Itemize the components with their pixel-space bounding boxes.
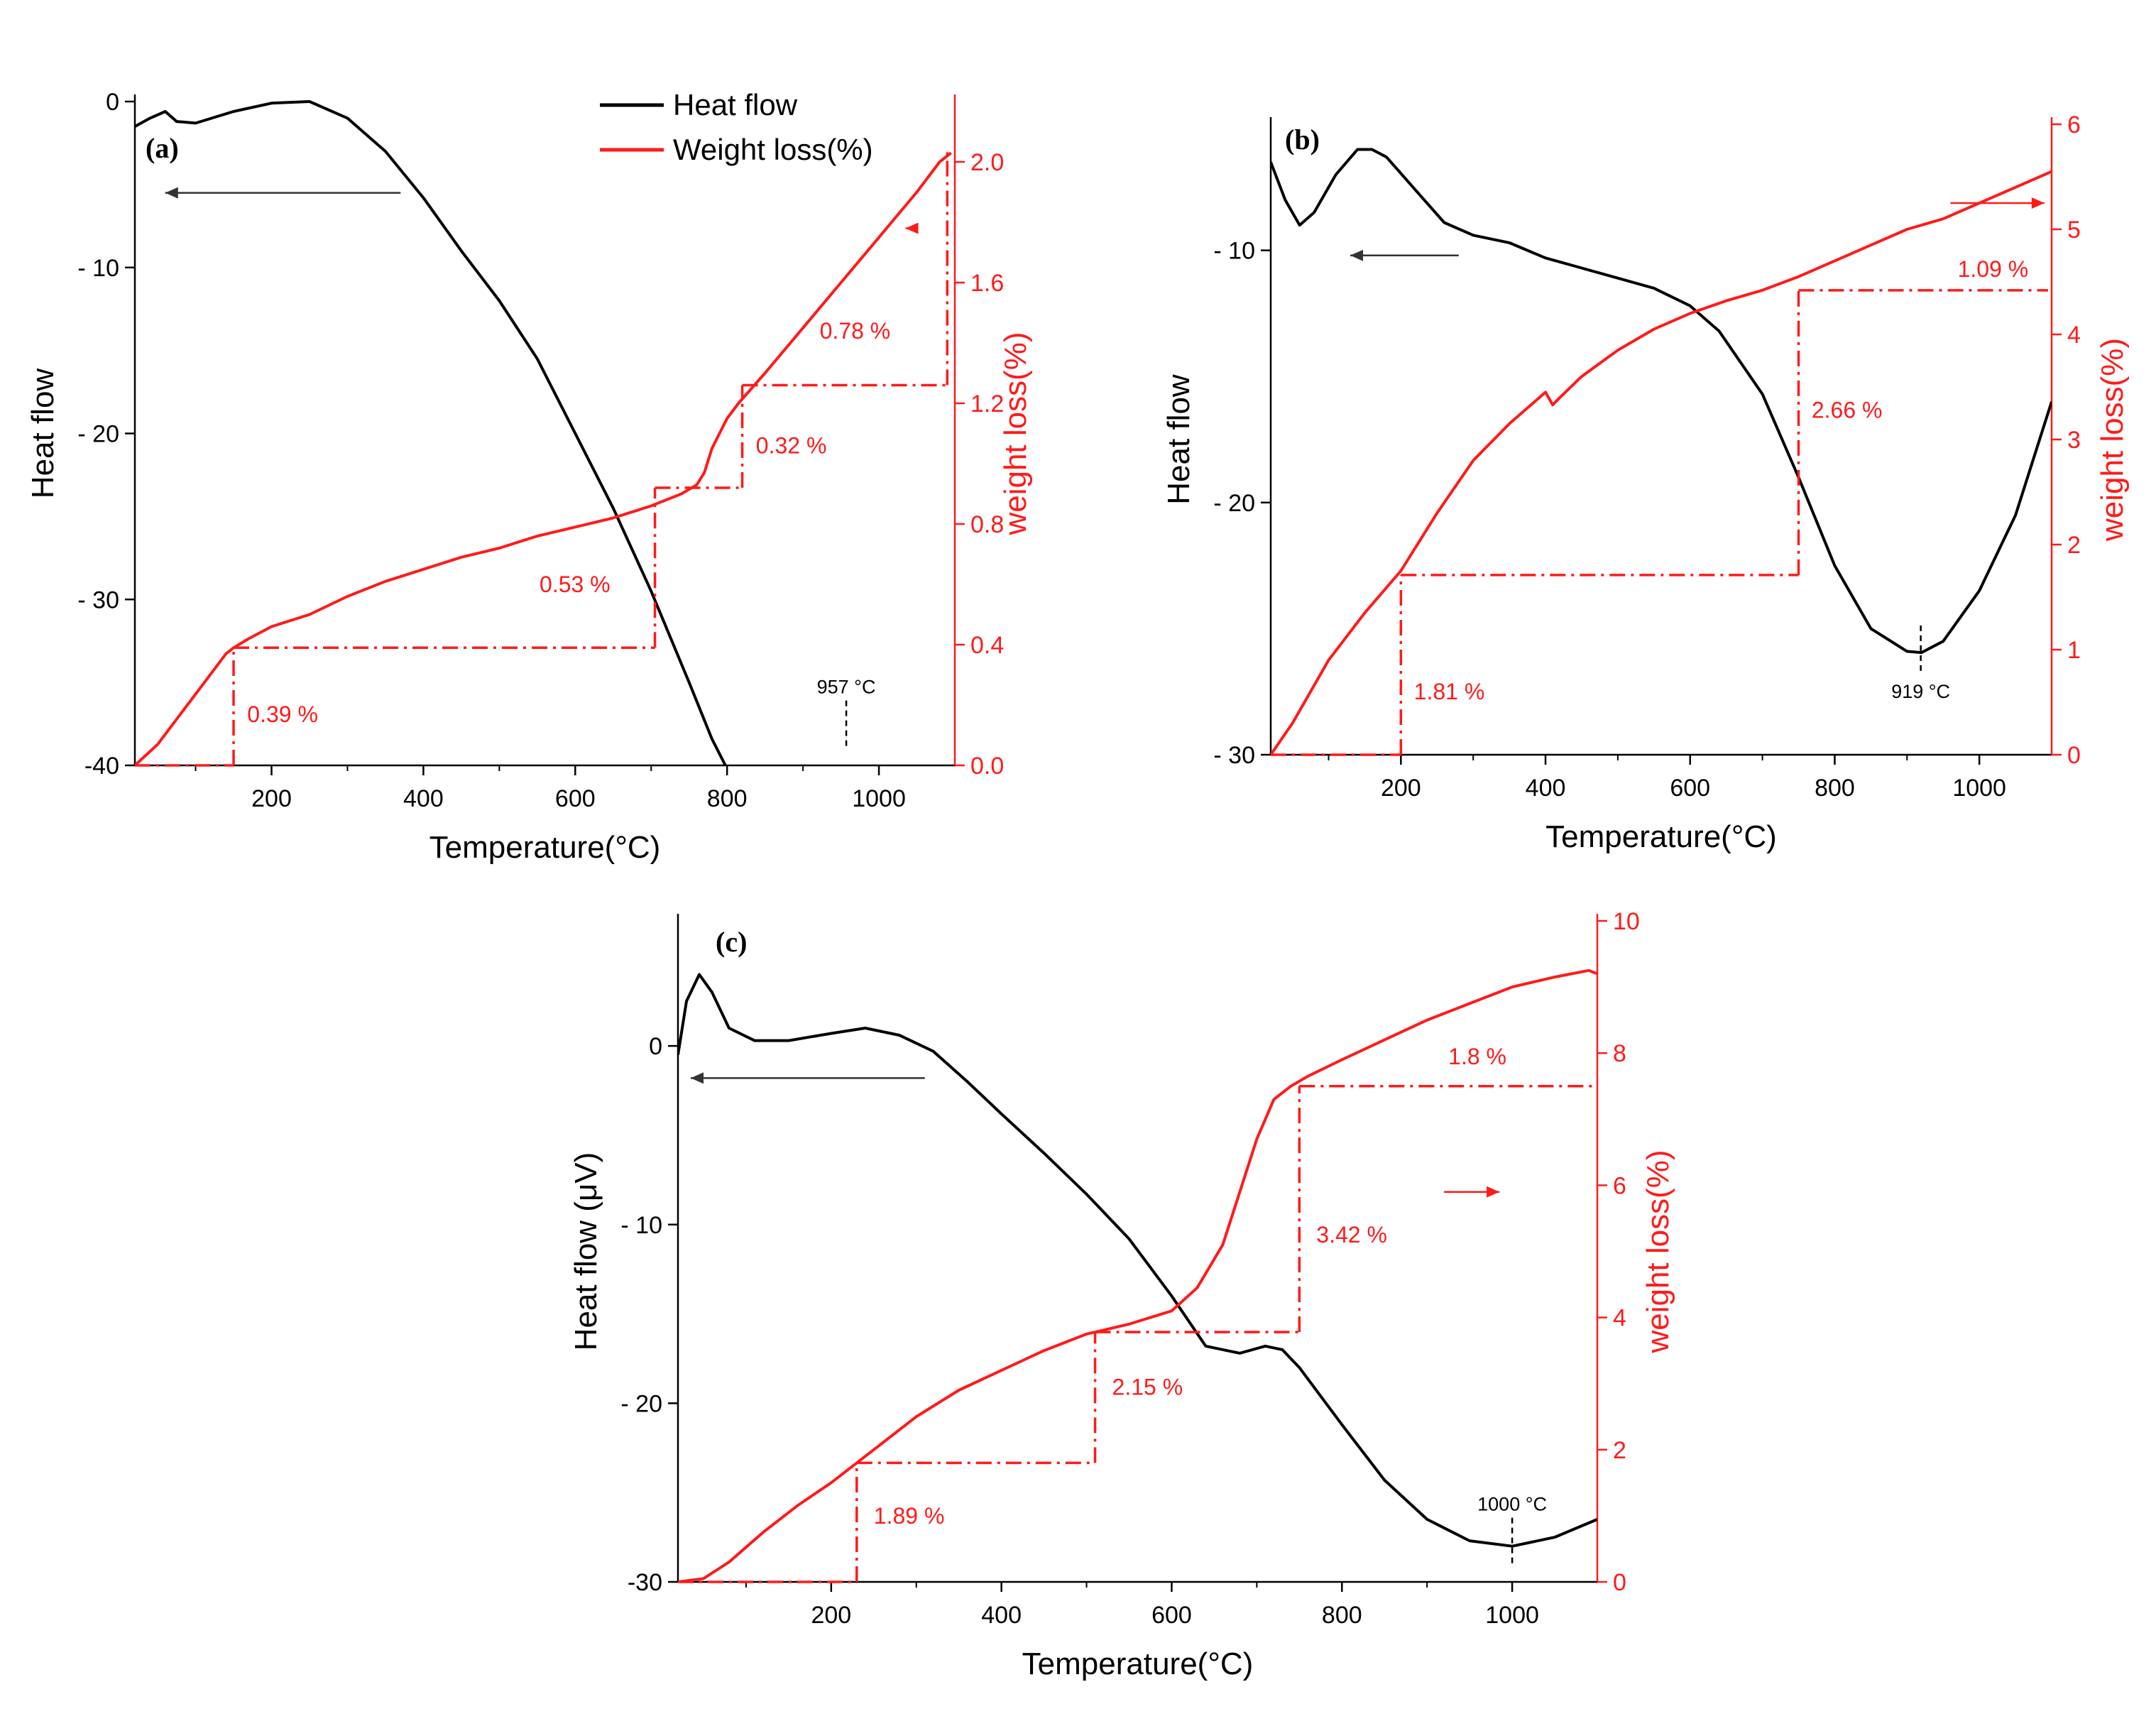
step-guide bbox=[678, 1085, 1593, 1583]
y2-tick-label: 3 bbox=[2067, 427, 2081, 454]
x-tick-label: 400 bbox=[981, 1602, 1022, 1629]
x-tick-label: 400 bbox=[403, 785, 444, 812]
y-tick-label: - 20 bbox=[1213, 490, 1255, 517]
y2-tick-label: 1.6 bbox=[970, 270, 1004, 297]
panel-label: (c) bbox=[716, 926, 747, 958]
right-arrow-icon bbox=[1487, 1186, 1500, 1198]
x-tick-label: 1000 bbox=[852, 785, 906, 812]
weight-loss-step-label: 2.66 % bbox=[1812, 398, 1883, 423]
weight-loss-step-label: 2.15 % bbox=[1112, 1374, 1183, 1399]
y-tick-label: 0 bbox=[106, 89, 119, 116]
weight-loss-step-label: 0.39 % bbox=[247, 701, 318, 727]
y-axis-title: Heat flow (μV) bbox=[569, 1152, 603, 1351]
y2-tick-label: 4 bbox=[1613, 1305, 1626, 1332]
y2-tick-label: 10 bbox=[1613, 908, 1640, 935]
legend-heat-flow-label: Heat flow bbox=[673, 88, 798, 121]
x-tick-label: 800 bbox=[1322, 1602, 1362, 1629]
panel-c: 200 400 600 800 1000 -30 - 20 - 10 0 0 2 4 6 8 10 Tempe… bbox=[569, 908, 1675, 1681]
y-tick-label: - 10 bbox=[77, 255, 119, 282]
peak-label: 957 °C bbox=[817, 677, 876, 698]
y-tick-label: - 30 bbox=[1213, 742, 1255, 769]
y2-axis-title: weight loss(%) bbox=[2095, 338, 2130, 542]
x-axis-title: Temperature(°C) bbox=[429, 830, 661, 865]
heat-flow-series bbox=[1271, 148, 2052, 655]
y-tick-label: - 20 bbox=[77, 421, 119, 448]
y2-tick-label: 1 bbox=[2067, 637, 2081, 664]
y2-tick-label: 0.8 bbox=[970, 511, 1004, 538]
y-axis-title: Heat flow bbox=[1161, 374, 1196, 505]
y2-tick-label: 1.2 bbox=[970, 391, 1004, 417]
x-tick-label: 800 bbox=[707, 785, 748, 812]
y2-tick-label: 6 bbox=[2067, 111, 2081, 138]
weight-loss-series bbox=[1271, 170, 2052, 755]
y-tick-label: - 20 bbox=[620, 1390, 662, 1417]
y-tick-label: -40 bbox=[84, 753, 119, 780]
x-tick-label: 200 bbox=[251, 785, 292, 812]
heat-flow-series bbox=[135, 100, 728, 765]
y2-tick-label: 0.4 bbox=[970, 632, 1004, 659]
weight-loss-series bbox=[135, 151, 952, 765]
weight-loss-step-label: 1.81 % bbox=[1414, 679, 1485, 704]
peak-label: 1000 °C bbox=[1477, 1494, 1547, 1515]
y2-tick-label: 6 bbox=[1613, 1172, 1626, 1199]
y-axis-title: Heat flow bbox=[26, 368, 60, 499]
x-tick-label: 600 bbox=[1151, 1602, 1192, 1629]
peak-label: 919 °C bbox=[1891, 681, 1950, 702]
y2-tick-label: 2.0 bbox=[970, 149, 1004, 176]
y2-tick-label: 2 bbox=[2067, 532, 2081, 559]
weight-loss-step-label: 0.32 % bbox=[756, 433, 827, 459]
y-tick-label: - 30 bbox=[77, 586, 119, 613]
x-tick-label: 600 bbox=[555, 785, 596, 812]
y-tick-label: - 10 bbox=[1213, 238, 1255, 265]
right-arrow-icon bbox=[2031, 197, 2045, 209]
y2-tick-label: 0.0 bbox=[970, 753, 1004, 780]
weight-loss-step-label: 0.78 % bbox=[820, 318, 891, 344]
x-tick-label: 200 bbox=[1381, 775, 1421, 802]
weight-loss-step-label: 1.89 % bbox=[874, 1503, 945, 1529]
y2-tick-label: 8 bbox=[1613, 1040, 1626, 1067]
weight-loss-step-label: 1.8 % bbox=[1448, 1044, 1506, 1069]
y-tick-label: -30 bbox=[628, 1569, 662, 1596]
weight-loss-step-label: 3.42 % bbox=[1316, 1222, 1387, 1247]
y2-tick-label: 0 bbox=[2067, 742, 2081, 769]
left-arrow-icon bbox=[165, 187, 178, 199]
heat-flow-series bbox=[678, 973, 1597, 1548]
weight-loss-step-label: 0.53 % bbox=[540, 572, 611, 597]
x-tick-label: 400 bbox=[1526, 775, 1566, 802]
left-arrow-icon bbox=[1350, 249, 1364, 261]
left-arrow-icon bbox=[905, 222, 919, 234]
y2-axis-title: weight loss(%) bbox=[998, 332, 1033, 535]
legend-weight-loss-label: Weight loss(%) bbox=[673, 133, 873, 166]
step-guide bbox=[135, 150, 949, 767]
step-guide bbox=[1271, 289, 2048, 756]
x-tick-label: 200 bbox=[811, 1602, 851, 1629]
x-tick-label: 1000 bbox=[1485, 1602, 1539, 1629]
legend: Heat flow Weight loss(%) bbox=[600, 88, 873, 166]
x-axis-title: Temperature(°C) bbox=[1022, 1647, 1254, 1681]
x-axis-title: Temperature(°C) bbox=[1545, 819, 1777, 854]
y-tick-label: - 10 bbox=[620, 1212, 662, 1239]
panel-a: 200 400 600 800 1000 -40 - 30 - 20 - 10 0 0.0 0.4 0.… bbox=[26, 89, 1033, 865]
y2-tick-label: 4 bbox=[2067, 322, 2081, 349]
weight-loss-series bbox=[678, 968, 1597, 1582]
y2-tick-label: 2 bbox=[1613, 1437, 1626, 1464]
panel-b: 200 400 600 800 1000 - 30 - 20 - 10 0 1 2 3 4 5 6 Tempe… bbox=[1161, 111, 2130, 854]
y2-tick-label: 5 bbox=[2067, 217, 2081, 244]
panel-label: (a) bbox=[146, 132, 179, 164]
x-tick-label: 600 bbox=[1670, 775, 1710, 802]
x-tick-label: 1000 bbox=[1952, 775, 2006, 802]
y2-tick-label: 0 bbox=[1613, 1569, 1626, 1596]
left-arrow-icon bbox=[690, 1072, 704, 1084]
x-tick-label: 800 bbox=[1815, 775, 1855, 802]
weight-loss-step-label: 1.09 % bbox=[1958, 256, 2029, 282]
panel-label: (b) bbox=[1285, 124, 1320, 155]
y-tick-label: 0 bbox=[649, 1033, 662, 1060]
y2-axis-title: weight loss(%) bbox=[1641, 1150, 1675, 1353]
